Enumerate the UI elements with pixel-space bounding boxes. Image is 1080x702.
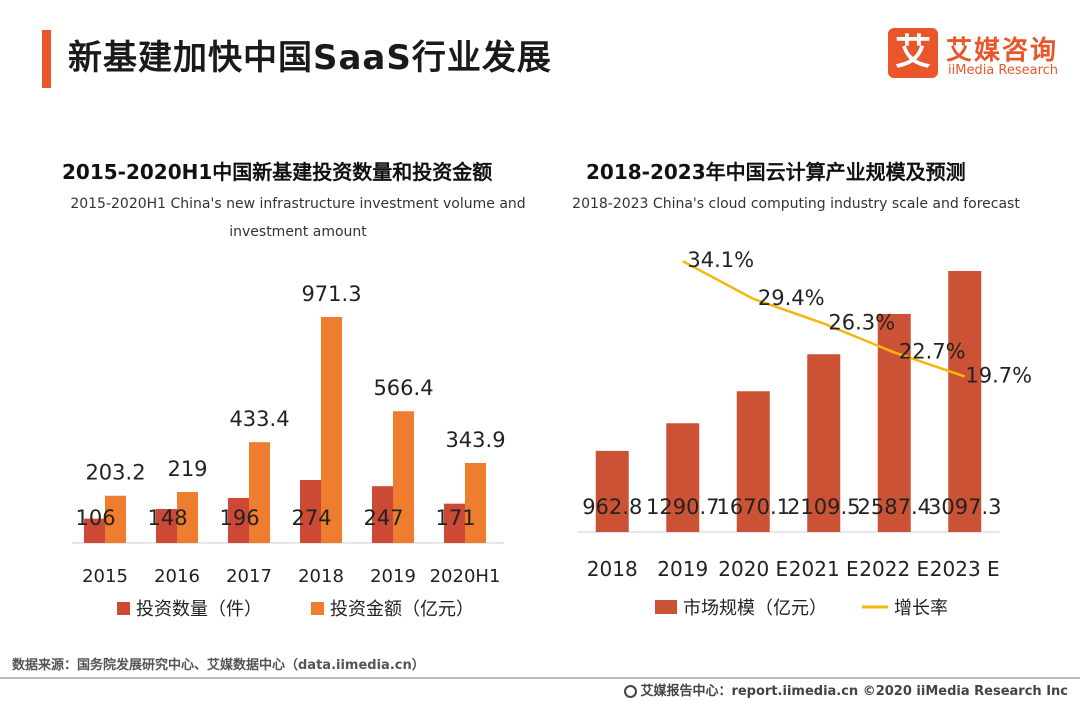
amount-bar (321, 317, 342, 543)
footer-divider (0, 677, 1080, 679)
growth-data-label: 34.1% (687, 248, 754, 272)
data-source: 数据来源：国务院发展研究中心、艾媒数据中心（data.iimedia.cn） (12, 658, 425, 673)
amount-data-label: 343.9 (445, 428, 505, 452)
x-tick-label: 2015 (82, 566, 128, 587)
cloud-computing-chart: 962.8 2018 1290.7 2019 1670.1 2020 E 2109.5 202… (577, 248, 1032, 619)
amount-data-label: 203.2 (85, 461, 145, 485)
market-data-label: 1290.7 (646, 495, 719, 519)
legend-label-growth: 增长率 (894, 598, 948, 619)
legend-label-amount: 投资金额（亿元） (330, 599, 474, 620)
title-accent-bar (42, 30, 51, 88)
market-size-bar (877, 313, 911, 532)
growth-rate-line (682, 260, 966, 378)
chart1-subtitle: 2015-2020H1 China's new infrastructure i… (70, 196, 526, 240)
count-bar (300, 480, 321, 543)
x-tick-label: 2019 (657, 557, 708, 581)
x-tick-label: 2020 E (718, 557, 788, 581)
page-title: 新基建加快中国SaaS行业发展 (68, 38, 552, 78)
amount-data-label: 566.4 (373, 376, 433, 400)
x-tick-label: 2016 (154, 566, 200, 587)
legend-swatch-amount (311, 602, 324, 615)
market-size-bar (948, 271, 982, 532)
market-size-bar (807, 354, 841, 532)
count-data-label: 171 (436, 506, 476, 530)
count-bar (228, 497, 249, 543)
market-data-label: 1670.1 (717, 495, 790, 519)
x-tick-label: 2021 E (789, 557, 859, 581)
count-bar (372, 486, 393, 543)
count-bar (444, 503, 465, 543)
chart2-title: 2018-2023年中国云计算产业规模及预测 (586, 160, 966, 184)
growth-data-label: 29.4% (758, 286, 825, 310)
x-tick-label: 2023 E (930, 557, 1000, 581)
market-size-bar (595, 450, 629, 532)
market-size-bar (666, 423, 700, 532)
x-tick-label: 2018 (298, 566, 344, 587)
market-data-label: 2109.5 (787, 495, 860, 519)
count-bar (84, 518, 105, 543)
x-tick-label: 2020H1 (430, 566, 501, 587)
growth-data-label: 22.7% (899, 339, 966, 363)
count-data-label: 247 (364, 506, 404, 530)
market-data-label: 3097.3 (928, 495, 1001, 519)
legend-label-market: 市场规模（亿元） (683, 598, 827, 619)
logo-mark: 艾 (888, 28, 938, 78)
amount-bar (105, 495, 126, 543)
logo-chinese-name: 艾媒咨询 (946, 36, 1059, 66)
count-data-label: 106 (76, 506, 116, 530)
growth-data-label: 26.3% (828, 311, 895, 335)
market-data-label: 2587.4 (858, 495, 931, 519)
amount-bar (177, 492, 198, 543)
footer-text: 艾媒报告中心：report.iimedia.cn ©2020 iiMedia R… (640, 684, 1068, 699)
iimedia-logo: 艾 艾媒咨询 iiMedia Research (888, 28, 1068, 84)
x-tick-label: 2017 (226, 566, 272, 587)
amount-bar (465, 462, 486, 543)
count-data-label: 196 (220, 506, 260, 530)
amount-bar (249, 442, 270, 543)
x-tick-label: 2022 E (859, 557, 929, 581)
market-size-bar (736, 391, 770, 532)
count-data-label: 148 (148, 506, 188, 530)
count-bar (156, 508, 177, 543)
amount-bar (393, 411, 414, 543)
footer-copyright: 艾媒报告中心：report.iimedia.cn ©2020 iiMedia R… (624, 680, 1068, 699)
count-data-label: 274 (292, 506, 332, 530)
investment-bar-chart: 106 203.2 2015 148 219 2016 196 433.4 2017 274 971… (72, 282, 506, 620)
logo-english-name: iiMedia Research (948, 63, 1059, 78)
globe-icon (624, 685, 638, 698)
legend-label-count: 投资数量（件） (136, 599, 262, 620)
growth-data-label: 19.7% (965, 363, 1032, 387)
x-tick-label: 2019 (370, 566, 416, 587)
amount-data-label: 433.4 (229, 407, 289, 431)
legend-swatch-count (117, 602, 130, 615)
market-data-label: 962.8 (582, 495, 642, 519)
legend-swatch-market (655, 600, 677, 614)
amount-data-label: 219 (167, 457, 207, 481)
x-tick-label: 2018 (587, 557, 638, 581)
amount-data-label: 971.3 (301, 282, 361, 306)
chart2-subtitle: 2018-2023 China's cloud computing indust… (572, 196, 1020, 212)
chart1-title: 2015-2020H1中国新基建投资数量和投资金额 (62, 160, 493, 184)
